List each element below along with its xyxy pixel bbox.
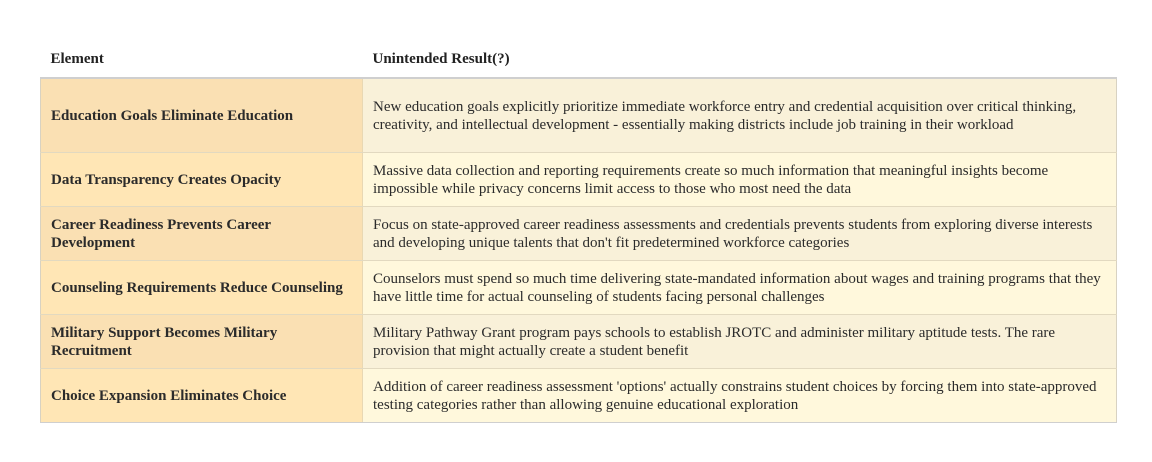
result-cell: New education goals explicitly prioritiz… (362, 78, 1117, 153)
element-cell: Military Support Becomes Military Recrui… (40, 314, 363, 369)
table-body: Education Goals Eliminate Education New … (40, 78, 1117, 423)
result-cell: Massive data collection and reporting re… (362, 152, 1117, 207)
table-container: Element Unintended Result(?) Education G… (40, 46, 1117, 423)
element-cell: Education Goals Eliminate Education (40, 78, 363, 153)
result-cell: Counselors must spend so much time deliv… (362, 260, 1117, 315)
table-row: Data Transparency Creates Opacity Massiv… (40, 152, 1117, 207)
element-cell: Choice Expansion Eliminates Choice (40, 368, 363, 423)
table-row: Counseling Requirements Reduce Counselin… (40, 260, 1117, 315)
result-cell: Focus on state-approved career readiness… (362, 206, 1117, 261)
column-header-result: Unintended Result(?) (362, 46, 1117, 79)
result-cell: Addition of career readiness assessment … (362, 368, 1117, 423)
element-cell: Counseling Requirements Reduce Counselin… (40, 260, 363, 315)
element-cell: Data Transparency Creates Opacity (40, 152, 363, 207)
result-cell: Military Pathway Grant program pays scho… (362, 314, 1117, 369)
table-row: Career Readiness Prevents Career Develop… (40, 206, 1117, 261)
table-row: Choice Expansion Eliminates Choice Addit… (40, 368, 1117, 423)
table-header: Element Unintended Result(?) (40, 46, 1117, 79)
unintended-results-table: Element Unintended Result(?) Education G… (40, 46, 1117, 423)
element-cell: Career Readiness Prevents Career Develop… (40, 206, 363, 261)
header-row: Element Unintended Result(?) (40, 46, 1117, 79)
column-header-element: Element (40, 46, 363, 79)
table-row: Military Support Becomes Military Recrui… (40, 314, 1117, 369)
table-row: Education Goals Eliminate Education New … (40, 78, 1117, 153)
